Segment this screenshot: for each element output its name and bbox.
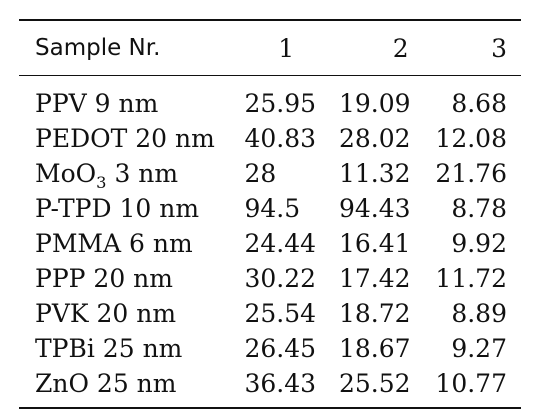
sample-subscript: 3 (96, 173, 107, 192)
sample-cell: P-TPD 10 nm (35, 194, 200, 223)
value-cell-1: 25.95 (244, 89, 317, 118)
value-cell-3: 9.27 (451, 334, 507, 363)
sample-cell: ZnO 25 nm (35, 369, 177, 398)
sample-cell: TPBi 25 nm (35, 334, 183, 363)
value-cell-1: 24.44 (244, 229, 317, 258)
table-row: PPV 9 nm 25.95 19.09 8.68 (19, 86, 521, 121)
sample-cell: PMMA 6 nm (35, 229, 193, 258)
header-row: Sample Nr. 1 2 3 (19, 21, 521, 75)
table-row: PEDOT 20 nm 40.83 28.02 12.08 (19, 121, 521, 156)
header-col-3: 3 (491, 33, 507, 63)
value-cell-1: 36.43 (244, 369, 317, 398)
header-col-1: 1 (278, 33, 295, 63)
value-cell-2: 19.09 (339, 89, 411, 118)
sample-name: MoO (35, 159, 97, 188)
value-cell-1: 30.22 (244, 264, 317, 293)
top-rule (19, 19, 521, 21)
value-cell-3: 8.68 (451, 89, 507, 118)
sample-cell: PEDOT 20 nm (35, 124, 215, 153)
sample-cell: PPP 20 nm (35, 264, 173, 293)
value-cell-3: 11.72 (435, 264, 507, 293)
value-cell-1: 26.45 (244, 334, 317, 363)
sample-cell: MoO3 3 nm (19, 156, 244, 191)
sample-cell: PVK 20 nm (35, 299, 177, 328)
value-cell-2: 17.42 (339, 264, 411, 293)
table-row: PMMA 6 nm 24.44 16.41 9.92 (19, 226, 521, 261)
value-cell-2: 94.43 (339, 194, 411, 223)
value-cell-2: 28.02 (339, 124, 411, 153)
table-row: ZnO 25 nm 36.43 25.52 10.77 (19, 366, 521, 401)
table-row: MoO3 3 nm 28 11.32 21.76 (19, 156, 521, 191)
value-cell-1: 94.5 (244, 194, 301, 223)
table-row: PPP 20 nm 30.22 17.42 11.72 (19, 261, 521, 296)
value-cell-1: 40.83 (244, 124, 317, 153)
sample-table: Sample Nr. 1 2 3 (19, 21, 521, 75)
value-cell-1: 28 (244, 159, 277, 188)
value-cell-3: 21.76 (435, 159, 507, 188)
value-cell-3: 9.92 (451, 229, 507, 258)
value-cell-2: 11.32 (339, 159, 411, 188)
table-row: TPBi 25 nm 26.45 18.67 9.27 (19, 331, 521, 366)
value-cell-3: 10.77 (435, 369, 507, 398)
data-table: Sample Nr. 1 2 3 PPV 9 nm 25.95 19.09 8.… (19, 19, 521, 409)
value-cell-2: 25.52 (339, 369, 411, 398)
sample-table-body: PPV 9 nm 25.95 19.09 8.68 PEDOT 20 nm 40… (19, 76, 521, 401)
table-row: PVK 20 nm 25.54 18.72 8.89 (19, 296, 521, 331)
sample-thickness: 3 nm (106, 159, 179, 188)
value-cell-3: 12.08 (435, 124, 507, 153)
header-sample-nr: Sample Nr. (35, 35, 161, 61)
table-row: P-TPD 10 nm 94.5 94.43 8.78 (19, 191, 521, 226)
header-col-2: 2 (392, 33, 409, 63)
value-cell-1: 25.54 (244, 299, 317, 328)
value-cell-2: 16.41 (339, 229, 411, 258)
value-cell-3: 8.78 (451, 194, 507, 223)
sample-cell: PPV 9 nm (35, 89, 159, 118)
value-cell-2: 18.67 (339, 334, 411, 363)
header-rule (19, 75, 521, 76)
value-cell-3: 8.89 (451, 299, 507, 328)
value-cell-2: 18.72 (339, 299, 411, 328)
